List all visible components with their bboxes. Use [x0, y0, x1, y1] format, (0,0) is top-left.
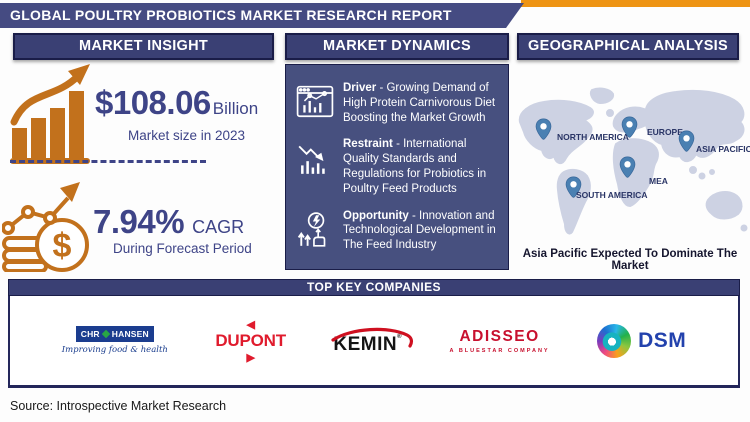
dashboard-chart-icon — [296, 85, 334, 117]
market-size-value: $108.06 — [95, 84, 211, 121]
mea-pin-icon — [619, 156, 636, 178]
opportunity-text: Opportunity - Innovation and Technologic… — [343, 209, 496, 252]
market-insight-header: MARKET INSIGHT — [13, 33, 274, 60]
north-america-label: NORTH AMERICA — [557, 132, 629, 142]
driver-item: Driver - Growing Demand of High Protein … — [296, 81, 498, 126]
company-logos-strip: CHR HANSEN Improving food & health ◀ DUP… — [8, 296, 740, 388]
dupont-logo: ◀ DUPONT ▶ — [215, 318, 286, 364]
north-america-pin-icon — [535, 118, 552, 140]
chr-hansen-diamond-icon — [101, 329, 111, 339]
kemin-swoosh-icon — [331, 327, 414, 348]
dupont-wordmark: DUPONT — [215, 330, 286, 350]
adisseo-wordmark: ADISSEO — [459, 327, 540, 345]
restraint-text: Restraint - International Quality Standa… — [343, 138, 487, 195]
asia-pacific-label: ASIA PACIFIC — [696, 144, 750, 154]
dupont-right-oval-icon: ▶ — [246, 351, 255, 364]
growth-bar-chart-icon — [10, 64, 90, 164]
svg-text:$: $ — [53, 227, 72, 265]
dollar-coins-growth-icon: $ — [2, 182, 89, 272]
cagr-stat: 7.94% CAGR — [93, 203, 244, 241]
kemin-wordmark: KEMIN® — [333, 333, 403, 355]
opportunity-item: Opportunity - Innovation and Technologic… — [296, 209, 498, 254]
top-key-companies-bar: TOP KEY COMPANIES — [8, 279, 740, 296]
south-america-label: SOUTH AMERICA — [576, 190, 648, 200]
europe-label: EUROPE — [647, 127, 683, 137]
market-size-stat: $108.06 Billion — [95, 84, 258, 122]
dsm-wordmark: DSM — [638, 328, 687, 352]
restraint-item: Restraint - International Quality Standa… — [296, 137, 498, 197]
report-title: GLOBAL POULTRY PROBIOTICS MARKET RESEARC… — [10, 7, 452, 23]
adisseo-logo: ADISSEO A BLUESTAR COMPANY — [450, 328, 550, 354]
driver-label: Driver — [343, 81, 377, 94]
dsm-swirl-icon — [597, 323, 632, 358]
orange-accent-stripe — [521, 0, 750, 7]
adisseo-tagline: A BLUESTAR COMPANY — [449, 347, 550, 354]
report-title-bar: GLOBAL POULTRY PROBIOTICS MARKET RESEARC… — [0, 3, 524, 28]
mea-label: MEA — [649, 176, 668, 186]
cagr-label: CAGR — [192, 217, 245, 237]
chr-hansen-wordmark: CHR HANSEN — [75, 326, 154, 342]
cagr-value: 7.94% — [93, 203, 185, 240]
south-america-pin-icon — [565, 176, 582, 198]
cagr-caption: During Forecast Period — [113, 241, 252, 256]
geo-caption: Asia Pacific Expected To Dominate The Ma… — [522, 248, 738, 272]
kemin-logo: KEMIN® — [331, 326, 414, 356]
market-dynamics-header: MARKET DYNAMICS — [285, 33, 509, 60]
opportunity-label: Opportunity — [343, 209, 409, 222]
geographical-analysis-header: GEOGRAPHICAL ANALYSIS — [517, 33, 739, 60]
market-dynamics-panel: Driver - Growing Demand of High Protein … — [285, 64, 509, 270]
dsm-logo: DSM — [597, 323, 687, 358]
driver-text: Driver - Growing Demand of High Protein … — [343, 81, 496, 124]
dupont-left-oval-icon: ◀ — [246, 318, 255, 331]
market-size-caption: Market size in 2023 — [128, 128, 246, 143]
declining-chart-icon — [298, 145, 325, 174]
chr-hansen-logo: CHR HANSEN Improving food & health — [62, 326, 168, 355]
market-size-unit: Billion — [212, 99, 259, 118]
innovation-bulb-icon — [297, 211, 326, 247]
dashed-divider — [10, 160, 206, 163]
restraint-label: Restraint — [343, 138, 393, 151]
world-map: NORTH AMERICA EUROPE ASIA PACIFIC MEA SO… — [512, 84, 750, 244]
asia-pacific-pin-icon — [678, 130, 695, 152]
europe-pin-icon — [621, 116, 638, 138]
source-note: Source: Introspective Market Research — [10, 399, 227, 413]
chr-hansen-tagline: Improving food & health — [61, 345, 168, 355]
